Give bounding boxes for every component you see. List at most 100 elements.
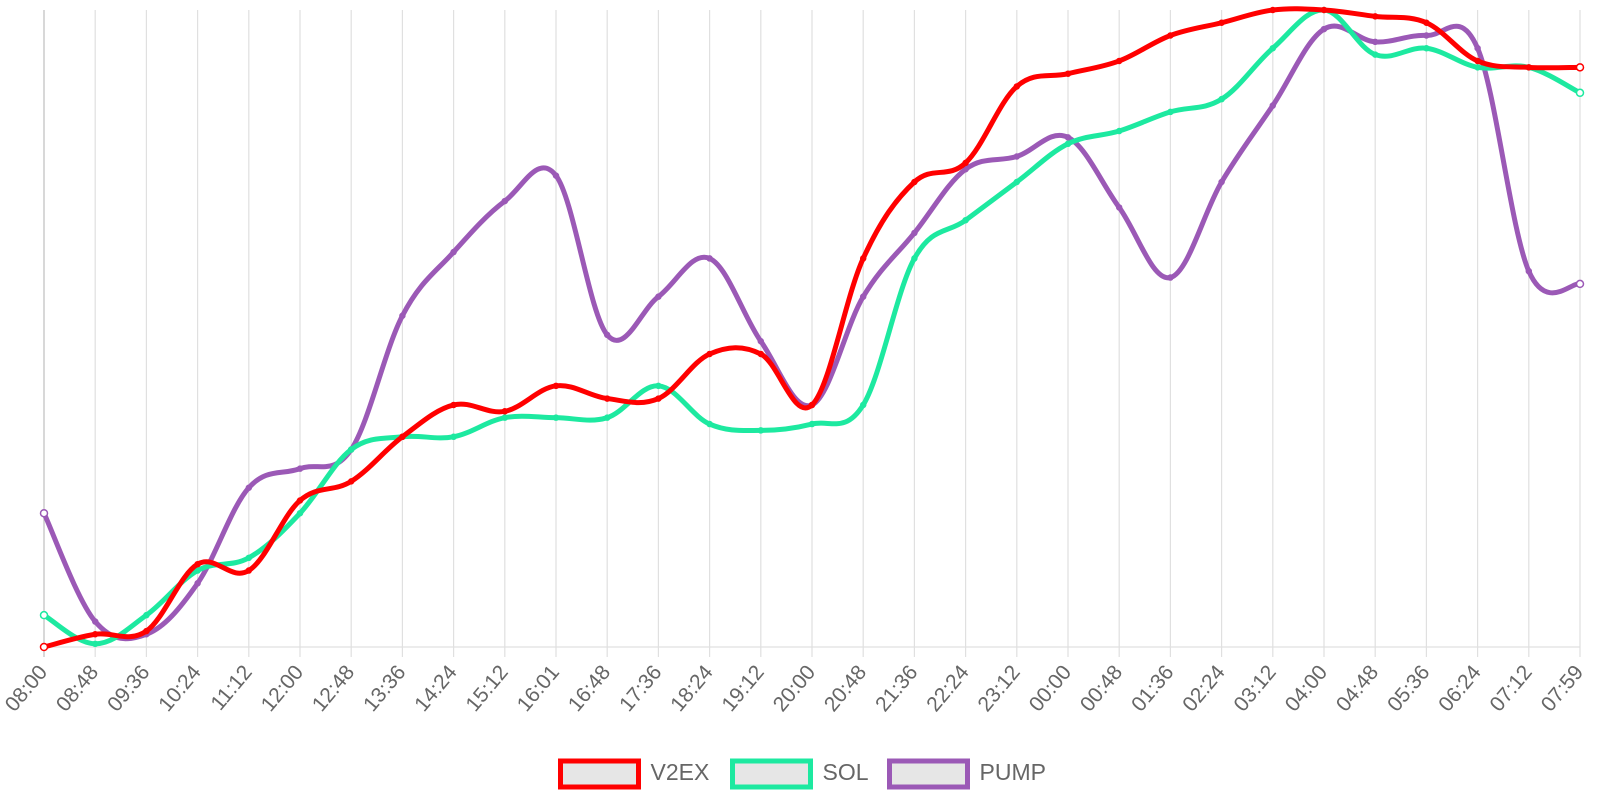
data-point-v2ex[interactable] (347, 478, 355, 485)
data-point-v2ex[interactable] (91, 631, 99, 638)
x-tick-label: 23:12 (973, 661, 1024, 716)
x-tick-label: 21:36 (871, 661, 922, 716)
data-point-v2ex[interactable] (1269, 6, 1277, 14)
data-point-sol[interactable] (552, 414, 560, 421)
data-point-sol[interactable] (603, 414, 611, 421)
data-point-sol[interactable] (1115, 127, 1123, 135)
data-point-v2ex[interactable] (143, 627, 150, 635)
data-point-pump[interactable] (1525, 267, 1533, 275)
data-point-pump[interactable] (757, 337, 765, 345)
data-point-sol[interactable] (911, 255, 918, 262)
data-point-sol[interactable] (859, 401, 867, 409)
data-point-sol[interactable] (1218, 95, 1225, 103)
data-point-v2ex[interactable] (194, 560, 201, 568)
data-point-pump[interactable] (91, 618, 99, 625)
data-point-v2ex[interactable] (911, 178, 918, 186)
data-point-sol[interactable] (962, 216, 969, 224)
data-point-sol[interactable] (1371, 51, 1379, 58)
x-tick-label: 18:24 (666, 661, 718, 716)
data-point-pump[interactable] (245, 484, 253, 491)
legend-item-sol[interactable]: SOL (730, 758, 869, 790)
data-point-sol[interactable] (1474, 64, 1481, 71)
data-point-sol[interactable] (1269, 44, 1277, 52)
x-tick-label: 10:24 (154, 661, 206, 716)
data-point-sol[interactable] (91, 640, 99, 648)
data-point-v2ex[interactable] (859, 255, 867, 262)
x-tick-label: 17:36 (615, 661, 666, 716)
legend-item-pump[interactable]: PUMP (887, 758, 1046, 790)
data-point-v2ex[interactable] (399, 433, 406, 441)
data-point-pump[interactable] (1371, 38, 1379, 46)
data-point-sol[interactable] (347, 446, 355, 453)
x-tick-label: 16:48 (564, 661, 615, 716)
data-point-sol[interactable] (1575, 88, 1585, 98)
data-point-v2ex[interactable] (1575, 63, 1585, 72)
data-point-v2ex[interactable] (296, 497, 304, 504)
data-point-pump[interactable] (706, 255, 713, 262)
data-point-pump[interactable] (1320, 25, 1328, 33)
data-point-sol[interactable] (1013, 178, 1021, 186)
data-point-pump[interactable] (501, 197, 509, 205)
data-point-sol[interactable] (39, 610, 49, 620)
data-point-pump[interactable] (1064, 134, 1072, 141)
data-point-v2ex[interactable] (603, 395, 611, 402)
data-point-sol[interactable] (1423, 44, 1430, 52)
data-point-pump[interactable] (399, 312, 406, 320)
x-tick-label: 04:00 (1281, 661, 1332, 716)
data-point-v2ex[interactable] (501, 408, 509, 415)
data-point-v2ex[interactable] (245, 567, 253, 574)
legend-item-v2ex[interactable]: V2EX (558, 758, 710, 790)
data-point-v2ex[interactable] (450, 401, 457, 409)
x-tick-label: 09:36 (103, 661, 154, 716)
data-point-pump[interactable] (1269, 102, 1277, 109)
data-point-sol[interactable] (808, 420, 816, 428)
data-point-v2ex[interactable] (1320, 6, 1328, 14)
data-point-sol[interactable] (296, 509, 304, 517)
data-point-v2ex[interactable] (552, 382, 560, 390)
data-point-sol[interactable] (194, 567, 201, 574)
data-point-v2ex[interactable] (1423, 19, 1430, 26)
data-point-sol[interactable] (757, 427, 765, 434)
data-point-sol[interactable] (1064, 140, 1072, 148)
data-point-v2ex[interactable] (962, 159, 969, 167)
data-point-pump[interactable] (911, 229, 918, 237)
data-point-v2ex[interactable] (706, 350, 713, 358)
data-point-v2ex[interactable] (757, 350, 765, 358)
data-point-pump[interactable] (1167, 274, 1174, 281)
data-point-pump[interactable] (1013, 153, 1021, 160)
data-point-pump[interactable] (296, 465, 304, 472)
data-point-pump[interactable] (655, 293, 662, 300)
data-point-sol[interactable] (501, 414, 509, 421)
data-point-v2ex[interactable] (1167, 32, 1174, 39)
data-point-sol[interactable] (706, 420, 713, 428)
data-point-pump[interactable] (603, 331, 611, 339)
data-point-pump[interactable] (1423, 32, 1430, 39)
data-point-pump[interactable] (450, 248, 457, 256)
data-point-sol[interactable] (450, 433, 457, 441)
data-point-v2ex[interactable] (39, 642, 49, 652)
data-point-sol[interactable] (1167, 108, 1174, 116)
data-point-v2ex[interactable] (1013, 83, 1021, 90)
data-point-v2ex[interactable] (808, 401, 816, 409)
data-point-pump[interactable] (552, 172, 560, 179)
data-point-pump[interactable] (1115, 204, 1123, 211)
data-point-pump[interactable] (39, 508, 49, 518)
data-point-pump[interactable] (962, 166, 969, 173)
data-point-pump[interactable] (859, 293, 867, 300)
data-point-v2ex[interactable] (1525, 64, 1533, 71)
data-point-sol[interactable] (655, 382, 662, 390)
data-point-pump[interactable] (1218, 178, 1225, 186)
x-tick-label: 04:48 (1332, 661, 1383, 716)
data-point-v2ex[interactable] (1218, 19, 1225, 26)
data-point-pump[interactable] (1474, 44, 1481, 52)
data-point-sol[interactable] (245, 554, 253, 562)
data-point-pump[interactable] (1575, 279, 1585, 289)
data-point-sol[interactable] (143, 611, 150, 619)
legend-swatch-pump (887, 758, 970, 790)
data-point-v2ex[interactable] (1371, 13, 1379, 20)
data-point-v2ex[interactable] (1064, 70, 1072, 77)
data-point-v2ex[interactable] (1474, 57, 1481, 65)
data-point-pump[interactable] (194, 580, 201, 587)
data-point-v2ex[interactable] (1115, 57, 1123, 65)
data-point-v2ex[interactable] (655, 395, 662, 402)
